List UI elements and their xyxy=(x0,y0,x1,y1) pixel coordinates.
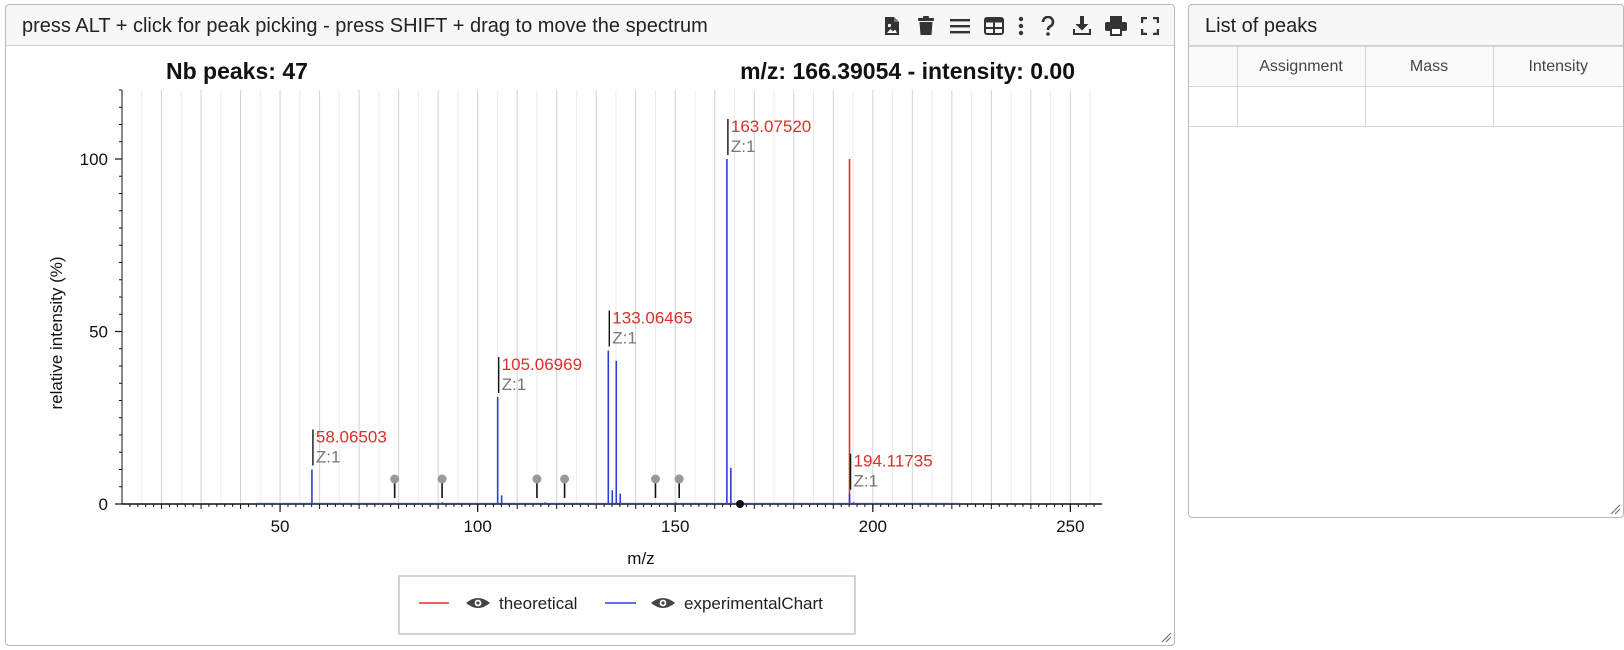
peaks-panel: List of peaks Assignment Mass Intensity xyxy=(1188,4,1624,518)
x-tick-label: 150 xyxy=(661,517,689,536)
image-export-icon[interactable] xyxy=(880,14,904,38)
x-tick-label: 50 xyxy=(271,517,290,536)
x-tick-label: 250 xyxy=(1056,517,1084,536)
table-cell[interactable] xyxy=(1189,86,1238,127)
fullscreen-icon[interactable] xyxy=(1138,14,1162,38)
trash-icon[interactable] xyxy=(914,14,938,38)
eye-icon[interactable] xyxy=(651,598,675,608)
chart-legend: theoretical experimentalChart xyxy=(398,575,856,635)
cursor-readout-text: m/z: 166.39054 - intensity: 0.00 xyxy=(740,58,1075,84)
y-tick-label: 0 xyxy=(99,495,108,514)
legend-item-theoretical[interactable]: theoretical xyxy=(419,594,577,613)
peaks-panel-title: List of peaks xyxy=(1205,15,1318,37)
legend-box xyxy=(398,575,856,635)
eye-icon[interactable] xyxy=(466,598,490,608)
column-header-mass[interactable]: Mass xyxy=(1364,46,1494,87)
print-icon[interactable] xyxy=(1104,14,1128,38)
annotation-charge: Z:1 xyxy=(612,328,637,347)
annotation-charge: Z:1 xyxy=(731,137,756,156)
peaks-table: Assignment Mass Intensity xyxy=(1189,46,1623,127)
table-icon[interactable] xyxy=(982,14,1006,38)
chart-grid xyxy=(141,90,1091,504)
peak-marker-head xyxy=(437,474,447,484)
annotation-mass: 194.11735 xyxy=(854,452,933,471)
chart-axes: 50 100 150 200 250 0 50 100 xyxy=(80,89,1102,536)
legend-label-experimental: experimentalChart xyxy=(684,594,823,613)
y-axis-label: relative intensity (%) xyxy=(47,256,66,409)
annotation-charge: Z:1 xyxy=(502,375,527,394)
peaks-table-header-row: Assignment Mass Intensity xyxy=(1189,46,1623,87)
spectrum-panel: press ALT + click for peak picking - pre… xyxy=(5,4,1175,646)
peak-marker-head xyxy=(390,474,400,484)
help-icon[interactable] xyxy=(1036,14,1060,38)
table-row[interactable] xyxy=(1189,86,1623,127)
y-tick-label: 100 xyxy=(80,150,108,169)
spectrum-panel-header: press ALT + click for peak picking - pre… xyxy=(6,5,1174,46)
menu-lines-icon[interactable] xyxy=(948,14,972,38)
y-tick-label: 50 xyxy=(89,323,108,342)
peak-marker-head xyxy=(674,474,684,484)
annotation-charge: Z:1 xyxy=(316,448,341,467)
annotation-mass: 105.06969 xyxy=(502,355,582,374)
table-cell[interactable] xyxy=(1236,86,1366,127)
resize-grip-icon[interactable] xyxy=(1160,631,1172,643)
x-tick-label: 100 xyxy=(463,517,491,536)
annotation-mass: 58.06503 xyxy=(316,428,387,447)
annotation-mass: 163.07520 xyxy=(731,117,811,136)
column-header-intensity[interactable]: Intensity xyxy=(1492,46,1623,87)
chart-data xyxy=(255,159,960,505)
annotation-mass: 133.06465 xyxy=(612,308,692,327)
table-cell[interactable] xyxy=(1492,86,1623,127)
legend-label-theoretical: theoretical xyxy=(499,594,577,613)
column-header-assignment[interactable]: Assignment xyxy=(1236,46,1366,87)
annotation-charge: Z:1 xyxy=(854,472,879,491)
download-icon[interactable] xyxy=(1070,14,1094,38)
x-tick-label: 200 xyxy=(859,517,887,536)
x-axis-label: m/z xyxy=(627,549,654,568)
peak-marker-head xyxy=(532,474,542,484)
chart-annotations: 58.06503Z:1105.06969Z:1133.06465Z:1163.0… xyxy=(312,117,933,508)
nb-peaks-text: Nb peaks: 47 xyxy=(166,58,308,84)
peaks-panel-header: List of peaks xyxy=(1189,5,1623,46)
cursor-marker xyxy=(735,500,744,508)
legend-item-experimental[interactable]: experimentalChart xyxy=(605,594,823,613)
spectrum-panel-title: press ALT + click for peak picking - pre… xyxy=(22,15,708,37)
spectrum-toolbar xyxy=(880,14,1162,38)
column-header-select[interactable] xyxy=(1189,46,1238,87)
table-cell[interactable] xyxy=(1364,86,1494,127)
kebab-icon[interactable] xyxy=(1016,14,1026,38)
peak-marker-head xyxy=(560,474,570,484)
peak-marker-head xyxy=(650,474,660,484)
resize-grip-icon[interactable] xyxy=(1609,503,1621,515)
